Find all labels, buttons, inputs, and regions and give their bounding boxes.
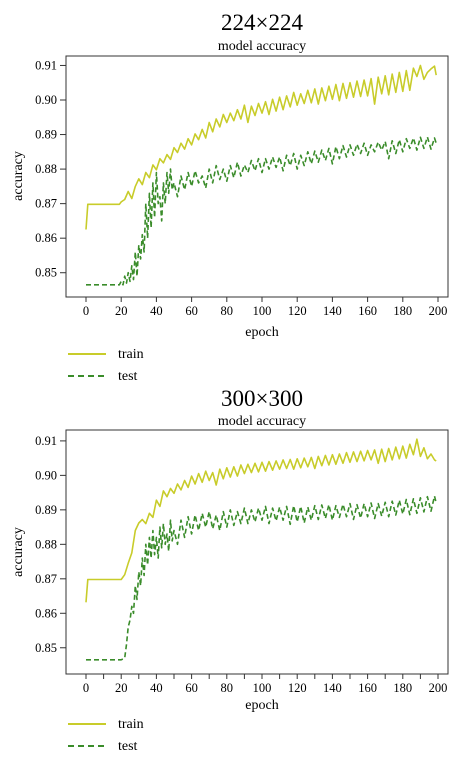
x-axis-ticks: 0 20 40 60 80 100 120 140 160 180 200 bbox=[83, 674, 448, 695]
y-tick-label: 0.86 bbox=[35, 606, 57, 620]
x-tick-label: 180 bbox=[393, 681, 412, 695]
y-tick-label: 0.87 bbox=[35, 197, 57, 211]
chart-subtitle: model accuracy bbox=[218, 39, 306, 54]
y-tick-label: 0.91 bbox=[35, 58, 57, 72]
x-tick-label: 200 bbox=[429, 681, 448, 695]
series-layer bbox=[85, 438, 437, 661]
y-tick-label: 0.87 bbox=[35, 572, 57, 586]
y-tick-label: 0.86 bbox=[35, 231, 57, 245]
x-tick-label: 160 bbox=[358, 304, 377, 318]
plot-area bbox=[65, 429, 449, 675]
x-tick-label: 20 bbox=[115, 681, 128, 695]
x-tick-label: 140 bbox=[323, 304, 342, 318]
legend: train test bbox=[68, 347, 144, 384]
series-line-train bbox=[85, 438, 437, 603]
y-axis-label: accuracy bbox=[11, 151, 26, 201]
legend-train-label: train bbox=[118, 717, 144, 732]
x-tick-label: 0 bbox=[83, 304, 89, 318]
y-tick-label: 0.90 bbox=[35, 93, 57, 107]
x-axis-label: epoch bbox=[245, 698, 278, 713]
series-line-train bbox=[85, 64, 437, 230]
plot-area bbox=[65, 55, 449, 298]
chart-title: 300×300 bbox=[221, 386, 303, 411]
x-tick-label: 80 bbox=[221, 681, 234, 695]
x-axis-ticks: 0 20 40 60 80 100 120 140 160 180 200 bbox=[83, 297, 448, 318]
y-axis-ticks: 0.85 0.86 0.87 0.88 0.89 0.90 0.91 bbox=[35, 434, 66, 655]
x-tick-label: 100 bbox=[253, 681, 272, 695]
y-tick-label: 0.88 bbox=[35, 537, 57, 551]
x-tick-label: 140 bbox=[323, 681, 342, 695]
x-tick-label: 0 bbox=[83, 681, 89, 695]
series-layer bbox=[85, 64, 437, 286]
legend: train test bbox=[68, 717, 144, 754]
legend-test-label: test bbox=[118, 369, 138, 384]
y-axis-label: accuracy bbox=[11, 527, 26, 577]
chart-panel-224: 224×224 model accuracy 0.850.860.870.880… bbox=[11, 10, 449, 384]
x-tick-label: 60 bbox=[185, 681, 198, 695]
y-tick-label: 0.88 bbox=[35, 162, 57, 176]
legend-train-label: train bbox=[118, 347, 144, 362]
x-tick-label: 60 bbox=[185, 304, 198, 318]
series-line-test bbox=[86, 495, 437, 661]
x-tick-label: 40 bbox=[150, 681, 163, 695]
x-tick-label: 40 bbox=[150, 304, 163, 318]
x-tick-label: 120 bbox=[288, 304, 307, 318]
x-tick-label: 80 bbox=[221, 304, 234, 318]
x-tick-label: 160 bbox=[358, 681, 377, 695]
x-tick-label: 200 bbox=[429, 304, 448, 318]
chart-subtitle: model accuracy bbox=[218, 414, 306, 429]
chart-title: 224×224 bbox=[221, 10, 303, 35]
y-tick-label: 0.85 bbox=[35, 641, 57, 655]
x-axis-label: epoch bbox=[245, 325, 278, 340]
x-tick-label: 100 bbox=[253, 304, 272, 318]
y-tick-label: 0.90 bbox=[35, 468, 57, 482]
y-tick-label: 0.89 bbox=[35, 503, 57, 517]
y-axis-ticks: 0.85 0.86 0.87 0.88 0.89 0.90 0.91 bbox=[35, 58, 66, 280]
y-tick-label: 0.91 bbox=[35, 434, 57, 448]
chart-panel-300: 300×300 model accuracy 0.850.860.870.880… bbox=[11, 386, 449, 754]
y-tick-label: 0.85 bbox=[35, 266, 57, 280]
x-tick-label: 120 bbox=[288, 681, 307, 695]
series-line-test bbox=[86, 136, 437, 286]
y-tick-label: 0.89 bbox=[35, 128, 57, 142]
x-tick-label: 180 bbox=[393, 304, 412, 318]
legend-test-label: test bbox=[118, 739, 138, 754]
x-tick-label: 20 bbox=[115, 304, 128, 318]
